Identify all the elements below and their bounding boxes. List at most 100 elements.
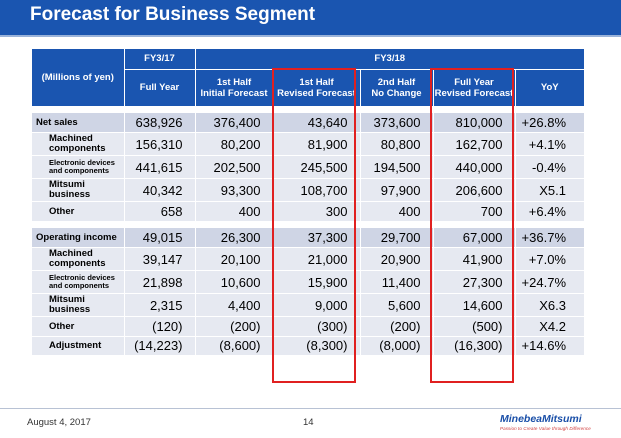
h1-revised-line2: Revised Forecast (277, 87, 356, 99)
cell: +24.7% (514, 270, 584, 294)
h1-initial-line2: Initial Forecast (200, 87, 268, 99)
cell: 9,000 (272, 293, 360, 317)
cell: 21,000 (272, 247, 360, 271)
cell: 11,400 (359, 270, 433, 294)
cell: 37,300 (272, 228, 360, 248)
cell: +7.0% (514, 247, 584, 271)
h1-initial-line1: 1st Half (216, 76, 252, 88)
cell: 40,342 (123, 178, 195, 202)
cell: (14,223) (123, 336, 195, 356)
cell: (16,300) (432, 336, 515, 356)
table-row: Electronic devices and components 21,898… (32, 270, 584, 294)
cell: +26.8% (514, 113, 584, 133)
cell: 15,900 (272, 270, 360, 294)
h2-nochange-line2: No Change (371, 87, 422, 99)
cell: 206,600 (432, 178, 515, 202)
cell: 441,615 (123, 155, 195, 179)
page-number: 14 (303, 417, 314, 428)
row-label: Machined components (32, 247, 124, 271)
cell: 43,640 (272, 113, 360, 133)
cell: 20,100 (194, 247, 273, 271)
cell: 700 (432, 201, 515, 222)
cell: 29,700 (359, 228, 433, 248)
yoy-header: YoY (515, 69, 584, 106)
cell: 373,600 (359, 113, 433, 133)
cell: (120) (123, 316, 195, 337)
table-row: Net sales 638,926 376,400 43,640 373,600… (32, 113, 584, 133)
cell: 39,147 (123, 247, 195, 271)
cell: (8,300) (272, 336, 360, 356)
cell: 10,600 (194, 270, 273, 294)
cell: 376,400 (194, 113, 273, 133)
cell: 67,000 (432, 228, 515, 248)
table-row: Machined components 156,310 80,200 81,90… (32, 132, 584, 156)
cell: 810,000 (432, 113, 515, 133)
cell: 300 (272, 201, 360, 222)
h1-revised-line1: 1st Half (299, 76, 334, 88)
cell: 440,000 (432, 155, 515, 179)
forecast-table: (Millions of yen) FY3/17 FY3/18 Full Yea… (32, 49, 584, 356)
cell: 81,900 (272, 132, 360, 156)
row-label: Electronic devices and components (32, 270, 124, 294)
company-logo: MinebeaMitsumi Passion to Create Value t… (500, 413, 610, 431)
cell: 49,015 (123, 228, 195, 248)
cell: 162,700 (432, 132, 515, 156)
h1-initial-header: 1st Half Initial Forecast (195, 69, 274, 106)
cell: 14,600 (432, 293, 515, 317)
table-row: Machined components 39,147 20,100 21,000… (32, 247, 584, 271)
table-row: Mitsumi business 2,315 4,400 9,000 5,600… (32, 293, 584, 317)
cell: +14.6% (514, 336, 584, 356)
cell: X4.2 (514, 316, 584, 337)
cell: 2,315 (123, 293, 195, 317)
row-label: Net sales (32, 113, 124, 133)
footer-date: August 4, 2017 (27, 417, 91, 428)
row-label: Operating income (32, 228, 124, 248)
cell: 26,300 (194, 228, 273, 248)
cell: 80,800 (359, 132, 433, 156)
cell: (200) (194, 316, 273, 337)
title-divider (0, 35, 621, 37)
table-row: Adjustment (14,223) (8,600) (8,300) (8,0… (32, 336, 584, 356)
table-row: Other 658 400 300 400 700 +6.4% (32, 201, 584, 222)
cell: +36.7% (514, 228, 584, 248)
cell: 41,900 (432, 247, 515, 271)
table-row: Operating income 49,015 26,300 37,300 29… (32, 228, 584, 248)
row-label: Adjustment (32, 336, 124, 356)
cell: 400 (194, 201, 273, 222)
cell: 658 (123, 201, 195, 222)
h2-nochange-line1: 2nd Half (377, 76, 416, 88)
fy17-header: FY3/17 (124, 49, 196, 70)
cell: 5,600 (359, 293, 433, 317)
cell: 97,900 (359, 178, 433, 202)
h1-revised-header: 1st Half Revised Forecast (273, 69, 361, 106)
row-label: Machined components (32, 132, 124, 156)
cell: (200) (359, 316, 433, 337)
title-bar: Forecast for Business Segment (0, 0, 621, 35)
cell: 80,200 (194, 132, 273, 156)
table-row: Electronic devices and components 441,61… (32, 155, 584, 179)
fy-revised-line2: Revised Forecast (434, 87, 514, 99)
cell: 638,926 (123, 113, 195, 133)
cell: 27,300 (432, 270, 515, 294)
cell: 20,900 (359, 247, 433, 271)
logo-name: MinebeaMitsumi (500, 413, 582, 425)
cell: (8,000) (359, 336, 433, 356)
cell: (500) (432, 316, 515, 337)
row-label: Electronic devices and components (32, 155, 124, 179)
cell: 194,500 (359, 155, 433, 179)
fy-revised-line1: Full Year (454, 76, 494, 88)
fy-revised-header: Full Year Revised Forecast (433, 69, 516, 106)
cell: +4.1% (514, 132, 584, 156)
cell: (300) (272, 316, 360, 337)
table-row: Mitsumi business 40,342 93,300 108,700 9… (32, 178, 584, 202)
row-label: Mitsumi business (32, 293, 124, 317)
cell: X6.3 (514, 293, 584, 317)
logo-tagline: Passion to Create Value through Differen… (500, 426, 591, 431)
cell: (8,600) (194, 336, 273, 356)
cell: 108,700 (272, 178, 360, 202)
row-label: Other (32, 201, 124, 222)
page-title: Forecast for Business Segment (30, 4, 316, 25)
cell: X5.1 (514, 178, 584, 202)
cell: 156,310 (123, 132, 195, 156)
cell: 93,300 (194, 178, 273, 202)
